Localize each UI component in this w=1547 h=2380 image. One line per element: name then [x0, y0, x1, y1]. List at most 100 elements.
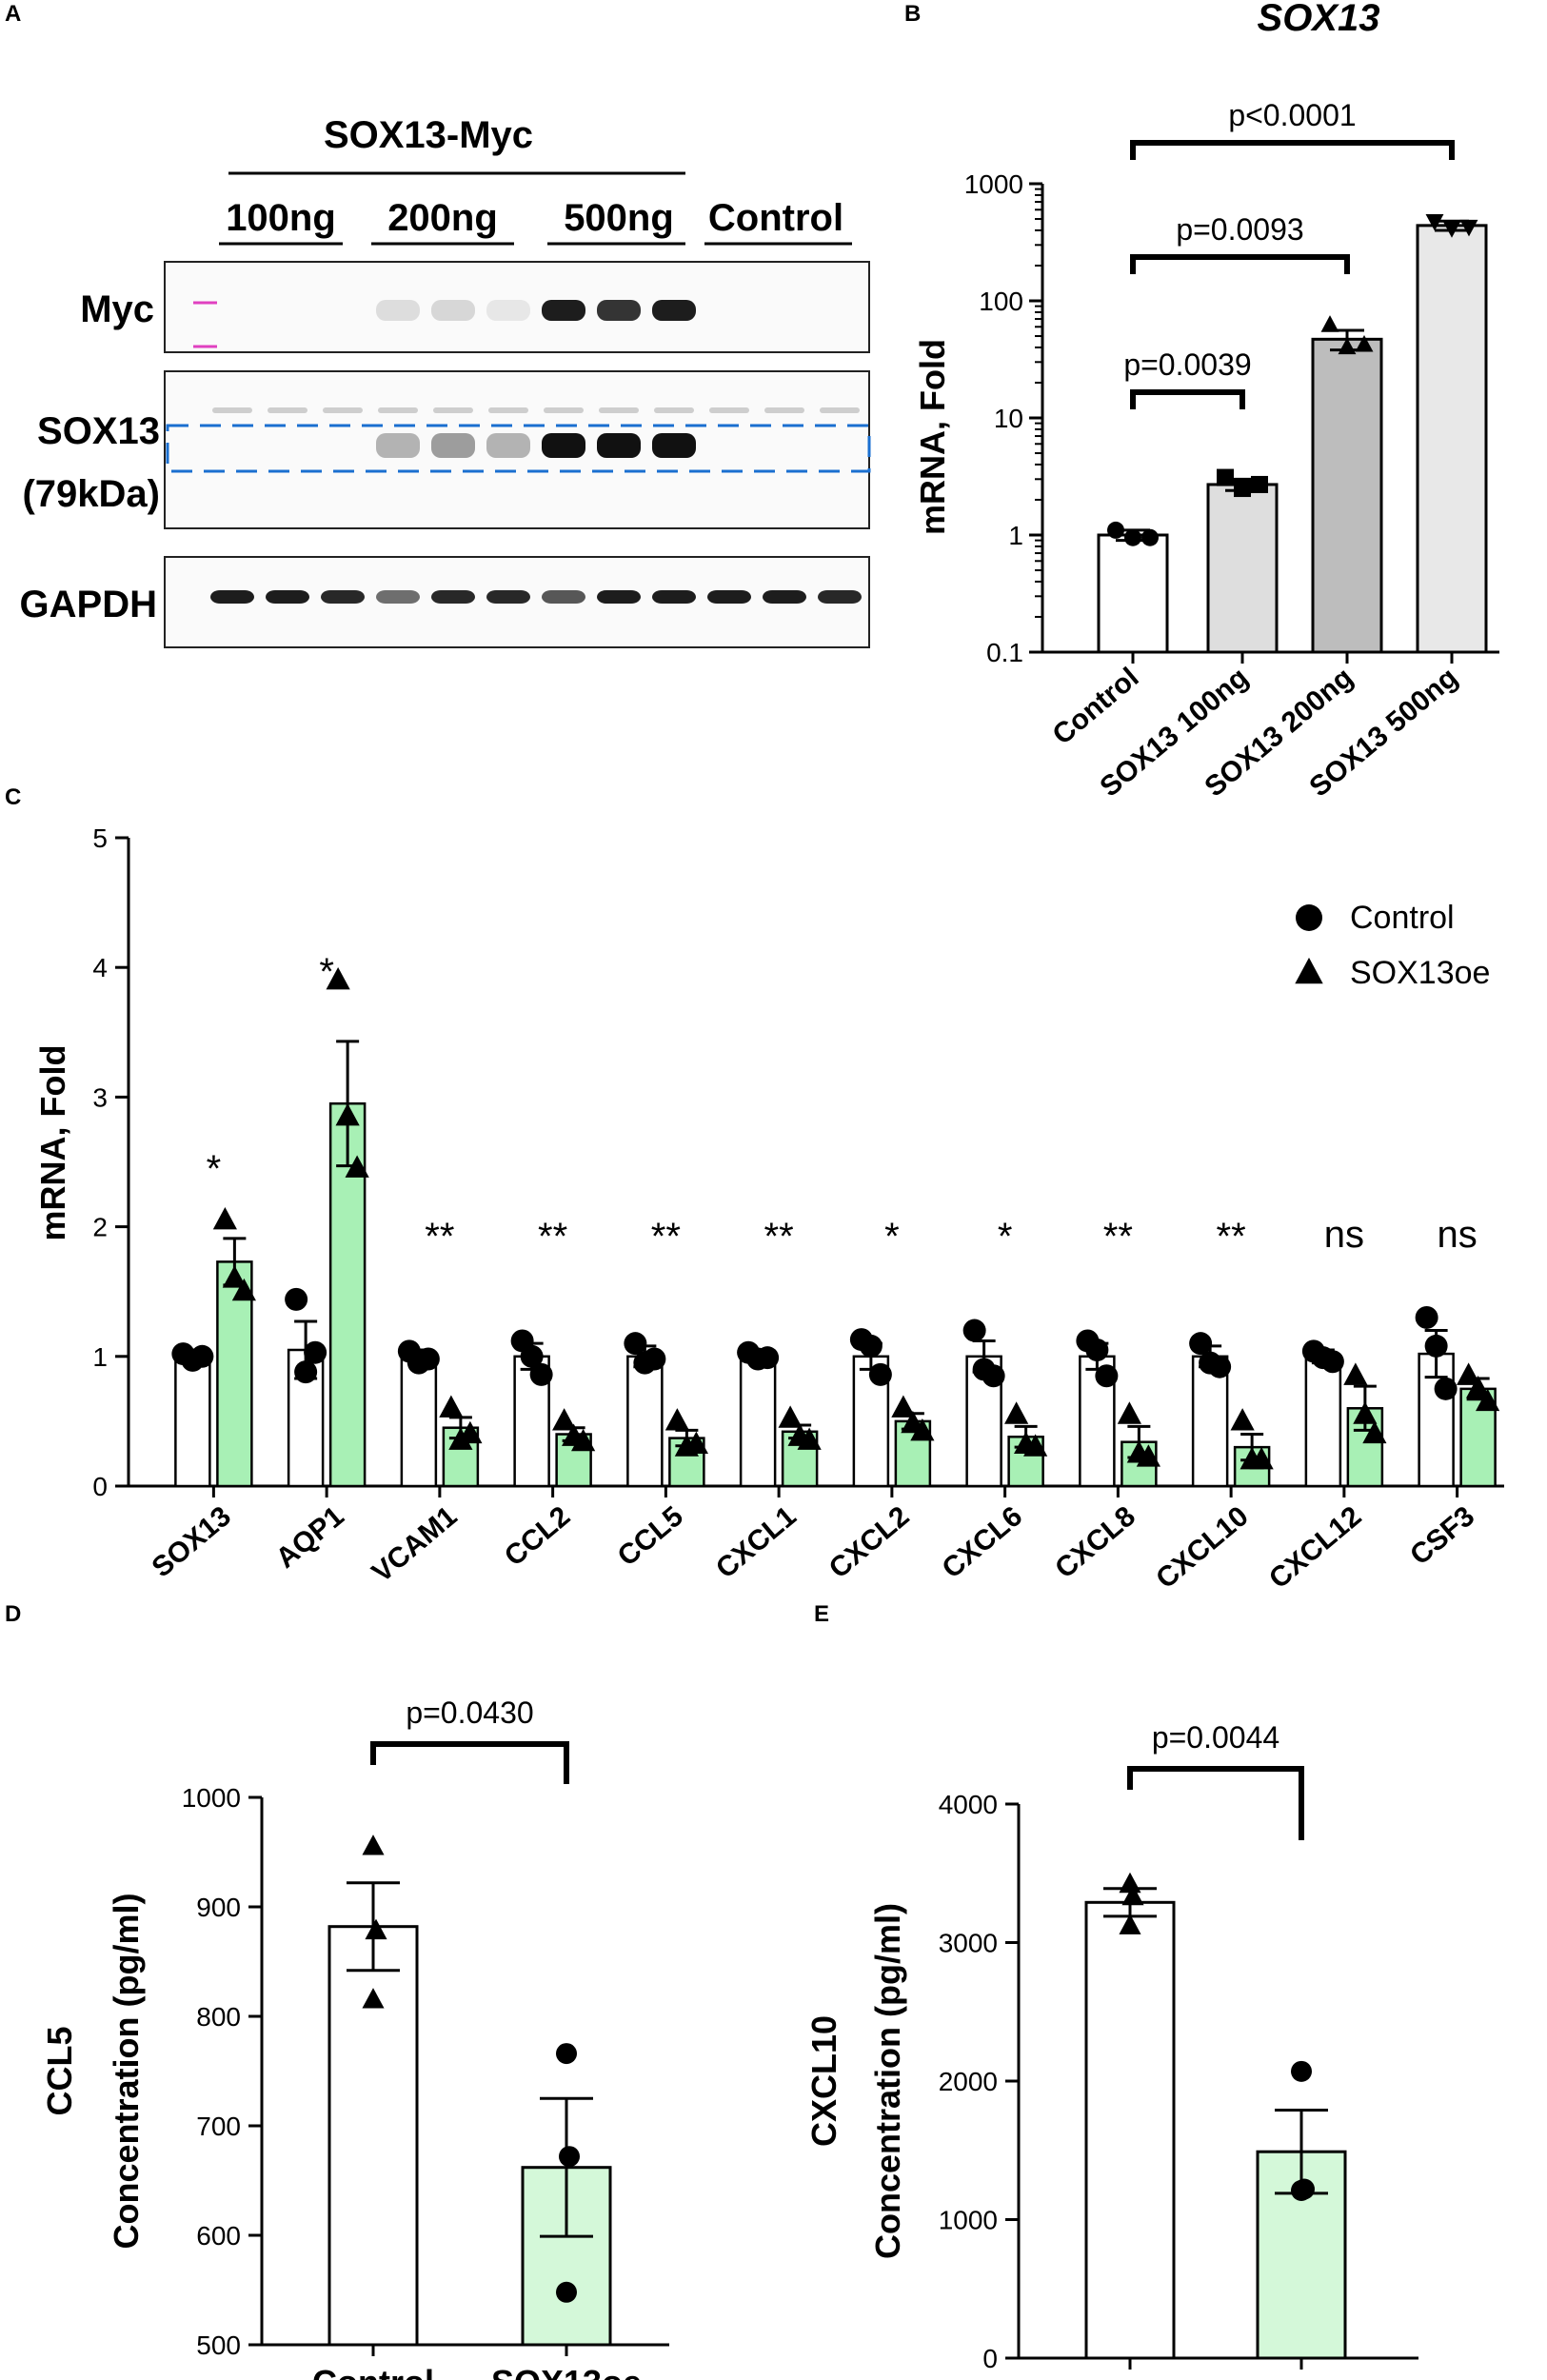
blot-band-sox13-faint-lane-3	[323, 407, 363, 413]
chart-c-ytick-label-0: 0	[92, 1472, 108, 1501]
blot-row-sox13-weight: (79kDa)	[22, 473, 160, 515]
chart-c-point-control-9-2	[1208, 1355, 1232, 1378]
chart-d-point-1-2	[556, 2281, 577, 2303]
chart-d-y-label: CCL5	[40, 2026, 79, 2115]
blot-band-sox13-lane-7	[542, 433, 585, 458]
chart-e-ytick-label-3: 3000	[939, 1929, 998, 1958]
chart-b-ytick-label-3: 100	[979, 287, 1023, 316]
chart-b-ytick-label-4: 1000	[964, 169, 1023, 199]
chart-b-bar-3	[1416, 224, 1488, 654]
chart-c-mrna-fold: mRNA, Fold012345*SOX13*AQP1**VCAM1**CCL2…	[33, 823, 1504, 1595]
chart-c-category-label-2: VCAM1	[367, 1500, 464, 1589]
chart-d-category-label-1: SOX13oe	[491, 2363, 642, 2380]
chart-c-point-sox13oe-2-2	[458, 1420, 483, 1444]
chart-b-point-0-0	[1107, 521, 1124, 539]
chart-e-ytick-label-4: 4000	[939, 1790, 998, 1819]
chart-c-legend-marker-sox13oe	[1295, 957, 1323, 984]
chart-b-point-2-1	[1338, 337, 1357, 355]
chart-c-significance-10: ns	[1324, 1214, 1364, 1256]
chart-c-significance-7: *	[998, 1216, 1013, 1258]
chart-c-point-sox13oe-3-2	[571, 1428, 596, 1452]
chart-e-category-label-0: Control	[1069, 2376, 1191, 2380]
blot-band-sox13-lane-9	[652, 433, 696, 458]
chart-c-legend-sox13oe: SOX13oe	[1350, 955, 1490, 991]
chart-d-point-1-0	[556, 2043, 577, 2065]
chart-b-ytick-label-0: 0.1	[986, 638, 1023, 667]
panel-letter-a: A	[5, 1, 21, 27]
chart-b-point-1-0	[1217, 468, 1234, 486]
blot-band-sox13-lane-5	[431, 433, 475, 458]
blot-band-sox13-faint-lane-4	[378, 407, 418, 413]
chart-c-bar-control-5	[739, 1355, 777, 1488]
chart-c-bar-control-10	[1304, 1355, 1342, 1488]
chart-b-point-3-0	[1425, 214, 1444, 231]
blot-band-myc-lane-5	[431, 300, 475, 321]
chart-c-point-control-1-2	[304, 1340, 327, 1364]
chart-b-point-2-2	[1355, 334, 1374, 352]
chart-c-point-sox13oe-7-0	[1004, 1401, 1029, 1424]
panel-letter-b: B	[904, 1, 921, 27]
chart-c-category-label-5: CXCL1	[710, 1500, 803, 1585]
chart-d-comparison-label: p=0.0430	[406, 1696, 533, 1730]
panel-letter-e: E	[814, 1601, 829, 1627]
chart-d-ytick-label-5: 1000	[182, 1783, 241, 1813]
chart-c-ytick-label-1: 1	[92, 1342, 108, 1372]
blot-group-control: Control	[708, 197, 843, 239]
chart-d-comparison-bracket	[370, 1741, 569, 1784]
chart-c-point-control-3-1	[520, 1344, 544, 1368]
chart-e-comparison-bracket	[1127, 1766, 1304, 1840]
blot-band-gapdh-lane-8	[597, 590, 641, 604]
blot-band-gapdh-lane-12	[818, 590, 862, 604]
chart-b-bar-1	[1206, 483, 1279, 654]
chart-c-y-label: mRNA, Fold	[33, 1045, 72, 1241]
chart-d-category-label-0: Control	[312, 2363, 434, 2380]
chart-d-point-1-1	[559, 2146, 580, 2168]
chart-c-point-sox13oe-3-0	[552, 1408, 577, 1431]
chart-c-point-sox13oe-6-0	[891, 1395, 916, 1418]
sox13-band-highlight	[166, 424, 871, 473]
chart-c-significance-4: **	[651, 1216, 681, 1258]
chart-e-point-0-2	[1119, 1914, 1141, 1934]
chart-d-y-label-2: Concentration (pg/ml)	[107, 1894, 146, 2250]
blot-group-100ng: 100ng	[226, 197, 336, 239]
chart-c-point-sox13oe-0-2	[231, 1278, 256, 1301]
chart-c-significance-0: *	[207, 1148, 222, 1190]
blot-band-sox13-faint-lane-1	[212, 407, 252, 413]
chart-c-point-control-2-2	[416, 1347, 440, 1371]
chart-b-bar-2	[1311, 337, 1383, 654]
chart-c-point-sox13oe-11-2	[1476, 1388, 1500, 1412]
chart-c-point-control-11-0	[1415, 1305, 1438, 1329]
blot-band-gapdh-lane-11	[763, 590, 806, 604]
chart-c-category-label-6: CXCL2	[823, 1500, 916, 1585]
blot-band-gapdh-lane-7	[542, 590, 585, 604]
chart-e-point-1-0	[1291, 2060, 1312, 2082]
chart-b-category-label-0: Control	[1047, 662, 1145, 751]
chart-c-category-label-11: CSF3	[1404, 1500, 1480, 1572]
chart-b-title: SOX13	[1258, 0, 1380, 39]
blot-membrane-sox13	[164, 370, 870, 529]
chart-c-category-label-7: CXCL6	[937, 1500, 1029, 1585]
chart-c-category-label-8: CXCL8	[1049, 1500, 1141, 1585]
chart-c-point-control-8-1	[1085, 1338, 1109, 1361]
chart-c-point-sox13oe-1-0	[326, 967, 350, 990]
chart-b-comparison-bracket-0	[1130, 389, 1245, 409]
blot-group-500ng: 500ng	[564, 197, 674, 239]
chart-c-significance-9: **	[1217, 1216, 1246, 1258]
chart-c-point-sox13oe-1-2	[345, 1155, 369, 1178]
chart-c-legend-control: Control	[1350, 900, 1455, 936]
chart-c-legend-marker-control	[1296, 904, 1322, 931]
chart-e-point-1-2	[1291, 2179, 1312, 2201]
chart-c-ytick-label-3: 3	[92, 1082, 108, 1112]
chart-c-point-sox13oe-10-0	[1343, 1362, 1368, 1385]
chart-c-significance-5: **	[764, 1216, 794, 1258]
chart-b-ytick-label-2: 10	[994, 404, 1023, 433]
blot-band-gapdh-lane-2	[266, 590, 309, 604]
chart-c-bar-control-4	[626, 1355, 664, 1488]
chart-c-point-sox13oe-5-2	[797, 1427, 822, 1450]
blot-band-sox13-faint-lane-10	[709, 407, 749, 413]
blot-band-sox13-faint-lane-5	[433, 407, 473, 413]
chart-c-point-sox13oe-5-0	[778, 1405, 803, 1428]
chart-e-category-label-1: SOX13oe	[1226, 2376, 1377, 2380]
